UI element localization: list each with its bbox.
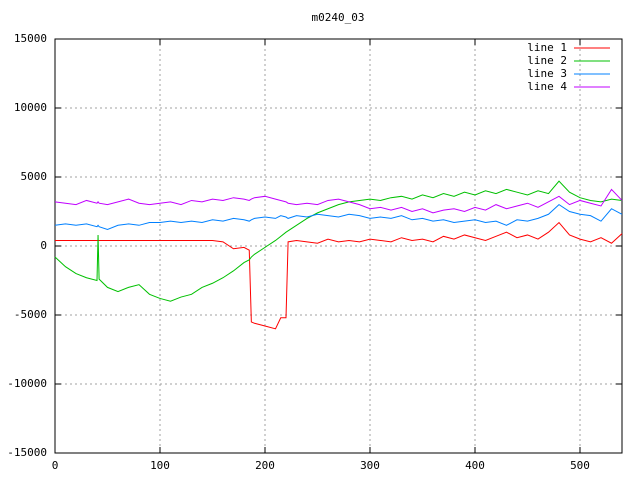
y-tick-label: 5000	[21, 170, 48, 183]
x-tick-label: 300	[360, 459, 380, 472]
chart-title: m0240_03	[312, 11, 365, 24]
y-tick-label: -10000	[7, 377, 47, 390]
y-tick-label: -5000	[14, 308, 47, 321]
data-line	[54, 203, 623, 230]
y-tick-label: 10000	[14, 101, 47, 114]
legend-label: line 1	[527, 41, 567, 54]
x-tick-label: 0	[52, 459, 59, 472]
x-tick-label: 100	[150, 459, 170, 472]
y-tick-label: -15000	[7, 446, 47, 459]
y-tick-label: 15000	[14, 32, 47, 45]
data-line	[54, 188, 623, 214]
data-line	[55, 221, 623, 330]
x-tick-label: 400	[465, 459, 485, 472]
legend-label: line 3	[527, 67, 567, 80]
y-tick-label: 0	[40, 239, 47, 252]
x-tick-label: 500	[570, 459, 590, 472]
x-tick-label: 200	[255, 459, 275, 472]
data-line	[54, 180, 623, 302]
plot-frame	[54, 38, 623, 454]
legend-label: line 4	[527, 80, 567, 93]
legend-label: line 2	[527, 54, 567, 67]
